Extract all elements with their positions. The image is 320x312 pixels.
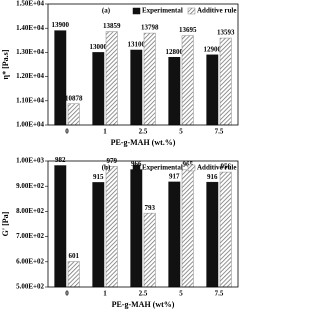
- y-tick-label: 1.40E+04: [16, 24, 44, 32]
- x-tick-label: 2.5: [139, 290, 148, 298]
- data-label: 13859: [103, 22, 121, 30]
- x-tick-label: 1: [103, 128, 107, 136]
- data-label: 915: [93, 173, 104, 181]
- bar: [181, 35, 194, 126]
- bar: [168, 181, 181, 288]
- legend-label: Additive rule: [197, 7, 236, 15]
- legend-swatch: [187, 164, 196, 172]
- data-label: 916: [207, 173, 218, 181]
- bar: [130, 49, 143, 126]
- bar: [143, 32, 156, 126]
- y-tick-label: 8.00E+02: [16, 207, 44, 215]
- y-tick-label: 9.00E+02: [16, 182, 44, 190]
- y-axis-label: η* [Pa.s]: [1, 49, 10, 79]
- y-tick-label: 1.50E+04: [16, 0, 44, 8]
- bar: [143, 212, 156, 288]
- data-label: 917: [169, 173, 180, 181]
- x-tick-label: 7.5: [215, 290, 224, 298]
- bar: [130, 169, 143, 288]
- y-tick-label: 5.00E+02: [16, 283, 44, 291]
- bar: [219, 37, 232, 126]
- x-tick-label: 5: [179, 290, 183, 298]
- data-label: 13000: [90, 43, 108, 51]
- data-label: 966: [131, 160, 142, 168]
- bar: [168, 56, 181, 126]
- bar: [219, 171, 232, 288]
- data-label: 13695: [179, 26, 197, 34]
- bar: [105, 166, 118, 288]
- y-tick-label: 1.30E+04: [16, 48, 44, 56]
- bar: [206, 181, 219, 288]
- plot-frame: [47, 160, 239, 288]
- bar: [206, 54, 219, 126]
- x-tick-label: 5: [179, 128, 183, 136]
- y-tick-label: 1.00E+04: [16, 121, 44, 129]
- data-label: 965: [182, 160, 193, 168]
- data-label: 13798: [141, 24, 159, 32]
- bar: [92, 52, 105, 126]
- bar: [54, 165, 67, 288]
- data-label: 10878: [65, 94, 83, 102]
- y-axis-label: G' [Pa]: [1, 211, 10, 236]
- data-label: 601: [68, 252, 79, 260]
- x-tick-label: 2.5: [139, 128, 148, 136]
- data-label: 956: [220, 163, 231, 171]
- figure: 1.00E+04 1.10E+04 1.20E+04 1.30E+04 1.40E+04…: [1, 0, 239, 309]
- data-label: 13100: [128, 41, 146, 49]
- x-tick-label: 1: [103, 290, 107, 298]
- plot-frame: [47, 3, 239, 126]
- data-label: 12800: [166, 48, 184, 56]
- legend-label: Experimental: [142, 164, 183, 172]
- legend-swatch: [132, 7, 141, 15]
- data-label: 13593: [217, 29, 235, 37]
- x-axis-label: PE-g-MAH (wt.%): [111, 138, 176, 147]
- data-label: 12900: [204, 45, 222, 53]
- y-tick-label: 6.00E+02: [16, 257, 44, 265]
- bar: [54, 30, 67, 126]
- x-axis-label: PE-g-MAH (wt%): [112, 300, 175, 309]
- y-tick-label: 7.00E+02: [16, 232, 44, 240]
- legend-label: Additive rule: [197, 164, 236, 172]
- legend-label: Experimental: [142, 7, 183, 15]
- y-tick-label: 1.10E+04: [16, 96, 44, 104]
- bar: [181, 169, 194, 288]
- y-tick-label: 1.20E+04: [16, 72, 44, 80]
- x-tick-label: 7.5: [215, 128, 224, 136]
- x-tick-label: 0: [65, 128, 69, 136]
- panel-label: (b): [102, 164, 111, 172]
- legend-swatch: [132, 164, 141, 172]
- bar: [67, 103, 80, 126]
- data-label: 13900: [52, 21, 70, 29]
- data-label: 982: [55, 156, 66, 164]
- bar: [105, 31, 118, 126]
- bar: [67, 261, 80, 288]
- legend-swatch: [187, 7, 196, 15]
- y-tick-label: 1.00E+03: [16, 157, 44, 165]
- panel-label: (a): [102, 7, 111, 15]
- data-label: 793: [144, 204, 155, 212]
- bar: [92, 182, 105, 288]
- x-tick-label: 0: [65, 290, 69, 298]
